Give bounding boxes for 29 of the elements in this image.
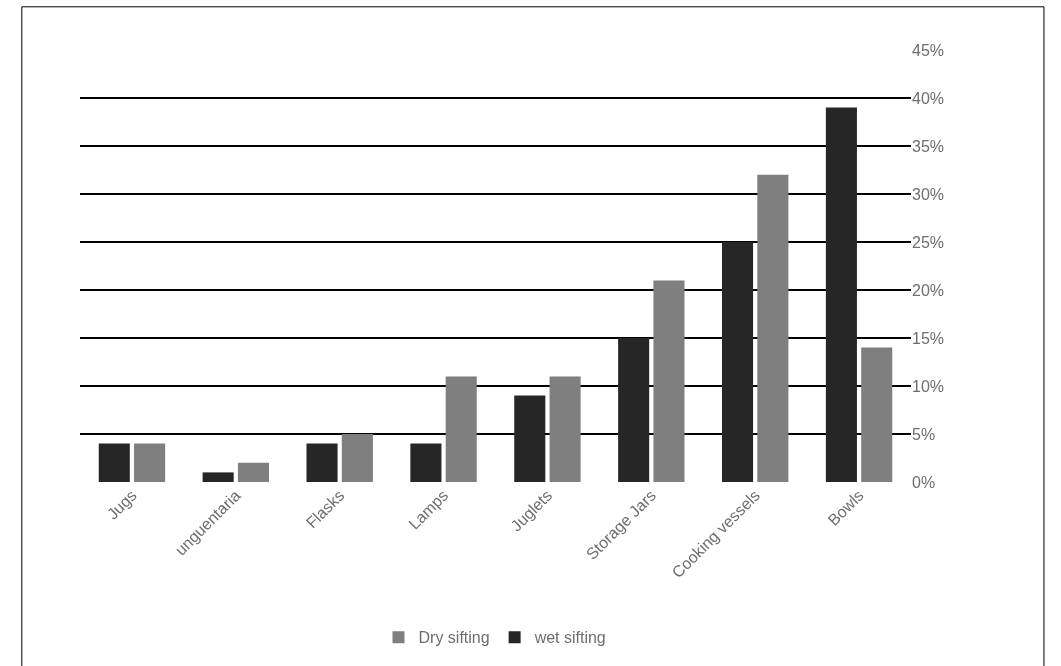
y-tick-label: 25% bbox=[912, 233, 945, 251]
y-tick-label: 30% bbox=[912, 185, 945, 203]
x-tick-label: Jugs bbox=[103, 486, 140, 523]
bar bbox=[98, 443, 130, 482]
y-tick-label: 0% bbox=[912, 473, 936, 491]
y-tick-label: 5% bbox=[912, 425, 936, 443]
bar bbox=[721, 242, 754, 482]
bar bbox=[653, 280, 685, 482]
y-tick-label: 10% bbox=[912, 377, 945, 395]
bar bbox=[306, 443, 338, 482]
bar bbox=[757, 174, 789, 482]
y-tick-label: 40% bbox=[912, 89, 945, 107]
y-tick-label: 20% bbox=[912, 281, 945, 299]
legend-label: wet sifting bbox=[533, 629, 606, 647]
y-tick-label: 35% bbox=[912, 137, 945, 155]
bar bbox=[618, 338, 650, 482]
bar bbox=[549, 376, 581, 482]
bar bbox=[237, 462, 270, 482]
bar bbox=[514, 395, 546, 482]
bar bbox=[134, 443, 166, 482]
bar bbox=[410, 443, 442, 482]
bar bbox=[341, 434, 373, 482]
bar bbox=[861, 347, 893, 482]
bar bbox=[445, 376, 477, 482]
bar bbox=[825, 107, 857, 482]
y-tick-label: 15% bbox=[912, 329, 945, 347]
legend-label: Dry sifting bbox=[418, 629, 490, 647]
y-tick-label: 45% bbox=[912, 41, 945, 59]
bar bbox=[202, 472, 234, 482]
